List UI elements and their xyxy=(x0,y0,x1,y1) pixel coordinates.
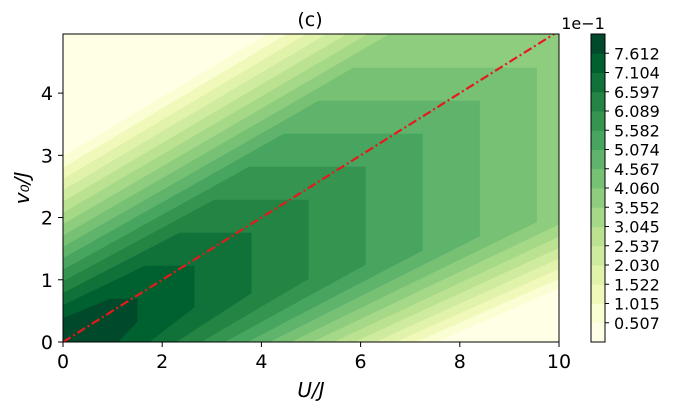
x-axis: 0 2 4 6 8 10 xyxy=(57,342,571,373)
colorbar-tick-label: 0.507 xyxy=(614,314,660,333)
colorbar-swatch xyxy=(591,34,605,54)
x-tick-label: 8 xyxy=(454,351,466,373)
colorbar-swatch xyxy=(591,149,605,170)
x-tick-label: 0 xyxy=(57,351,69,373)
colorbar-swatch xyxy=(591,168,605,189)
y-axis-label: v₀/J xyxy=(10,172,34,205)
colorbar-swatch xyxy=(591,245,605,266)
reference-line xyxy=(63,34,557,342)
y-tick-label: 0 xyxy=(41,332,53,354)
y-tick-label: 4 xyxy=(41,83,53,105)
x-axis-label: U/J xyxy=(297,378,324,402)
colorbar-tick-label: 5.074 xyxy=(614,141,660,160)
colorbar-tick-label: 4.567 xyxy=(614,160,660,179)
x-tick-label: 6 xyxy=(355,351,367,373)
colorbar-tick-label: 2.537 xyxy=(614,237,660,256)
contour-band xyxy=(63,298,138,342)
colorbar-scale-label: 1e−1 xyxy=(561,14,605,33)
contour-bands xyxy=(63,34,559,342)
colorbar-swatch xyxy=(591,303,605,324)
colorbar-swatch xyxy=(591,111,605,131)
colorbar-tick-label: 7.612 xyxy=(614,44,660,63)
y-tick-label: 3 xyxy=(41,145,53,167)
colorbar-tick-label: 5.582 xyxy=(614,121,660,140)
colorbar-swatch xyxy=(591,207,605,227)
x-tick-label: 10 xyxy=(547,351,571,373)
colorbar-swatch xyxy=(591,226,605,247)
colorbar-swatch xyxy=(591,91,605,112)
colorbar-tick-label: 7.104 xyxy=(614,64,660,83)
y-tick-label: 2 xyxy=(41,208,53,230)
colorbar-swatch xyxy=(591,188,605,208)
colorbar-swatch xyxy=(591,322,605,343)
plot-frame xyxy=(62,33,560,343)
x-tick-label: 4 xyxy=(255,351,267,373)
colorbar-swatch xyxy=(591,265,605,285)
colorbar-tick-label: 6.597 xyxy=(614,83,660,102)
x-tick-label: 2 xyxy=(156,351,168,373)
plot-area xyxy=(63,34,559,342)
chart-title: (c) xyxy=(297,9,322,31)
y-axis: 0 1 2 3 4 xyxy=(41,83,63,354)
colorbar-tick-label: 1.015 xyxy=(614,295,660,314)
colorbar-swatch xyxy=(591,53,605,73)
colorbar-tick-label: 3.552 xyxy=(614,198,660,217)
colorbar-tick-label: 3.045 xyxy=(614,218,660,237)
colorbar-swatch xyxy=(591,284,605,304)
colorbar-tick-label: 2.030 xyxy=(614,256,660,275)
colorbar-swatch xyxy=(591,72,605,93)
colorbar-tick-label: 6.089 xyxy=(614,102,660,121)
colorbar-swatch xyxy=(591,130,605,150)
colorbar: 0.5071.0151.5222.0302.5373.0453.5524.060… xyxy=(590,33,660,343)
colorbar-tick-label: 4.060 xyxy=(614,179,660,198)
colorbar-tick-label: 1.522 xyxy=(614,275,660,294)
y-tick-label: 1 xyxy=(41,270,53,292)
